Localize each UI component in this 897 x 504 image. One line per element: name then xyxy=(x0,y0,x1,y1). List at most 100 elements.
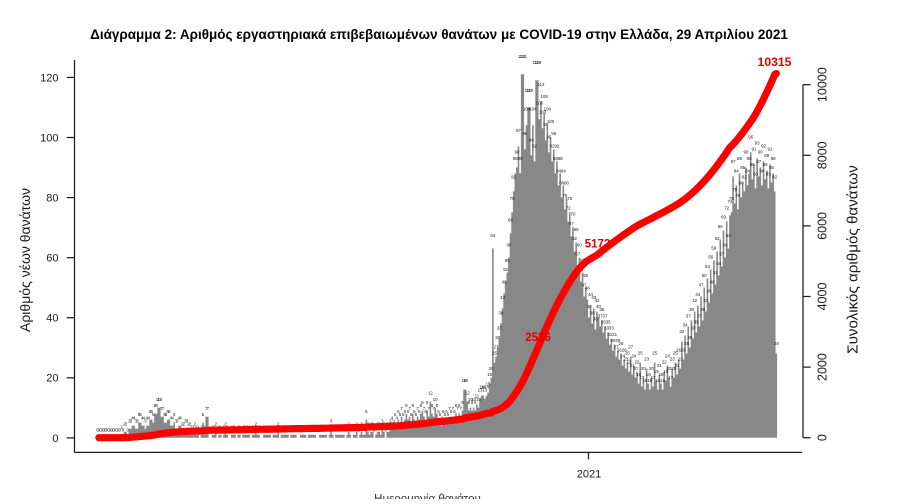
svg-text:57: 57 xyxy=(575,252,580,257)
svg-text:93: 93 xyxy=(755,140,760,145)
svg-text:42: 42 xyxy=(703,298,708,303)
svg-text:26: 26 xyxy=(676,347,681,352)
svg-text:33: 33 xyxy=(609,326,614,331)
svg-text:10: 10 xyxy=(471,397,476,402)
svg-text:7: 7 xyxy=(400,406,403,411)
svg-text:6000: 6000 xyxy=(816,212,830,240)
svg-text:6: 6 xyxy=(424,409,427,414)
svg-text:23: 23 xyxy=(670,357,675,362)
svg-text:106: 106 xyxy=(536,100,544,105)
svg-text:88: 88 xyxy=(513,156,518,161)
svg-text:8: 8 xyxy=(436,403,439,408)
svg-text:17: 17 xyxy=(651,375,656,380)
svg-text:0: 0 xyxy=(106,428,109,433)
svg-text:8: 8 xyxy=(405,403,408,408)
svg-text:7: 7 xyxy=(160,406,163,411)
svg-text:9: 9 xyxy=(468,400,471,405)
svg-text:119: 119 xyxy=(534,60,542,65)
svg-text:27: 27 xyxy=(494,344,499,349)
svg-text:30: 30 xyxy=(687,335,692,340)
svg-text:0: 0 xyxy=(127,428,130,433)
svg-text:5: 5 xyxy=(399,412,402,417)
svg-text:29: 29 xyxy=(615,338,620,343)
svg-text:92: 92 xyxy=(554,144,559,149)
svg-text:8: 8 xyxy=(155,403,158,408)
svg-text:14: 14 xyxy=(484,384,489,389)
svg-text:10: 10 xyxy=(156,397,161,402)
svg-text:28: 28 xyxy=(774,341,779,346)
svg-text:4: 4 xyxy=(170,415,173,420)
svg-text:75: 75 xyxy=(729,196,734,201)
svg-text:50: 50 xyxy=(583,273,588,278)
svg-text:80: 80 xyxy=(739,181,744,186)
svg-text:84: 84 xyxy=(556,168,561,173)
svg-text:37: 37 xyxy=(697,313,702,318)
svg-text:8: 8 xyxy=(420,403,423,408)
svg-text:60: 60 xyxy=(46,253,58,265)
svg-text:119: 119 xyxy=(533,60,541,65)
svg-text:5: 5 xyxy=(152,412,155,417)
svg-text:29: 29 xyxy=(611,338,616,343)
svg-text:21: 21 xyxy=(630,363,635,368)
svg-text:88: 88 xyxy=(747,156,752,161)
svg-text:Αριθμός νέων θανάτων: Αριθμός νέων θανάτων xyxy=(17,188,33,332)
svg-text:0: 0 xyxy=(104,428,107,433)
svg-text:21: 21 xyxy=(657,363,662,368)
svg-text:88: 88 xyxy=(518,156,523,161)
svg-text:18: 18 xyxy=(487,372,492,377)
svg-text:9: 9 xyxy=(471,400,474,405)
svg-text:0: 0 xyxy=(102,428,105,433)
svg-text:91: 91 xyxy=(751,147,756,152)
svg-text:5172: 5172 xyxy=(585,239,611,251)
svg-text:3: 3 xyxy=(130,418,133,423)
svg-text:7: 7 xyxy=(423,406,426,411)
svg-text:1: 1 xyxy=(197,425,200,430)
svg-text:50: 50 xyxy=(702,273,707,278)
svg-text:76: 76 xyxy=(735,193,740,198)
svg-text:0: 0 xyxy=(112,428,115,433)
svg-text:40: 40 xyxy=(587,304,592,309)
svg-text:10: 10 xyxy=(468,397,473,402)
svg-text:22: 22 xyxy=(662,360,667,365)
svg-text:51: 51 xyxy=(713,270,718,275)
svg-text:44: 44 xyxy=(588,292,593,297)
svg-text:23: 23 xyxy=(678,357,683,362)
svg-text:22: 22 xyxy=(627,360,632,365)
svg-text:2021: 2021 xyxy=(577,469,601,481)
svg-text:5: 5 xyxy=(402,412,405,417)
svg-text:9: 9 xyxy=(426,400,429,405)
svg-text:104: 104 xyxy=(544,106,552,111)
svg-text:42: 42 xyxy=(692,298,697,303)
svg-text:2: 2 xyxy=(224,421,227,426)
svg-text:33: 33 xyxy=(497,326,502,331)
svg-text:19: 19 xyxy=(663,369,668,374)
svg-text:67: 67 xyxy=(569,221,574,226)
svg-text:99: 99 xyxy=(543,122,548,127)
svg-text:33: 33 xyxy=(691,326,696,331)
svg-text:43: 43 xyxy=(591,295,596,300)
svg-text:12: 12 xyxy=(465,391,470,396)
svg-text:2: 2 xyxy=(255,421,258,426)
svg-text:104: 104 xyxy=(529,106,537,111)
svg-text:84: 84 xyxy=(745,168,750,173)
svg-text:0: 0 xyxy=(115,428,118,433)
svg-text:60: 60 xyxy=(577,242,582,247)
svg-text:47: 47 xyxy=(699,283,704,288)
svg-text:21: 21 xyxy=(675,363,680,368)
svg-text:3: 3 xyxy=(176,418,179,423)
svg-text:121: 121 xyxy=(518,54,526,59)
svg-text:5: 5 xyxy=(202,412,205,417)
svg-text:20: 20 xyxy=(489,366,494,371)
svg-text:4: 4 xyxy=(147,415,150,420)
svg-text:43: 43 xyxy=(500,295,505,300)
svg-text:7: 7 xyxy=(205,406,208,411)
svg-text:44: 44 xyxy=(695,292,700,297)
svg-text:110: 110 xyxy=(525,88,533,93)
svg-text:7: 7 xyxy=(460,406,463,411)
svg-text:2: 2 xyxy=(181,421,184,426)
svg-text:28: 28 xyxy=(619,341,624,346)
svg-text:7: 7 xyxy=(452,406,455,411)
svg-text:6: 6 xyxy=(397,409,400,414)
svg-text:6: 6 xyxy=(365,409,368,414)
svg-text:92: 92 xyxy=(761,144,766,149)
